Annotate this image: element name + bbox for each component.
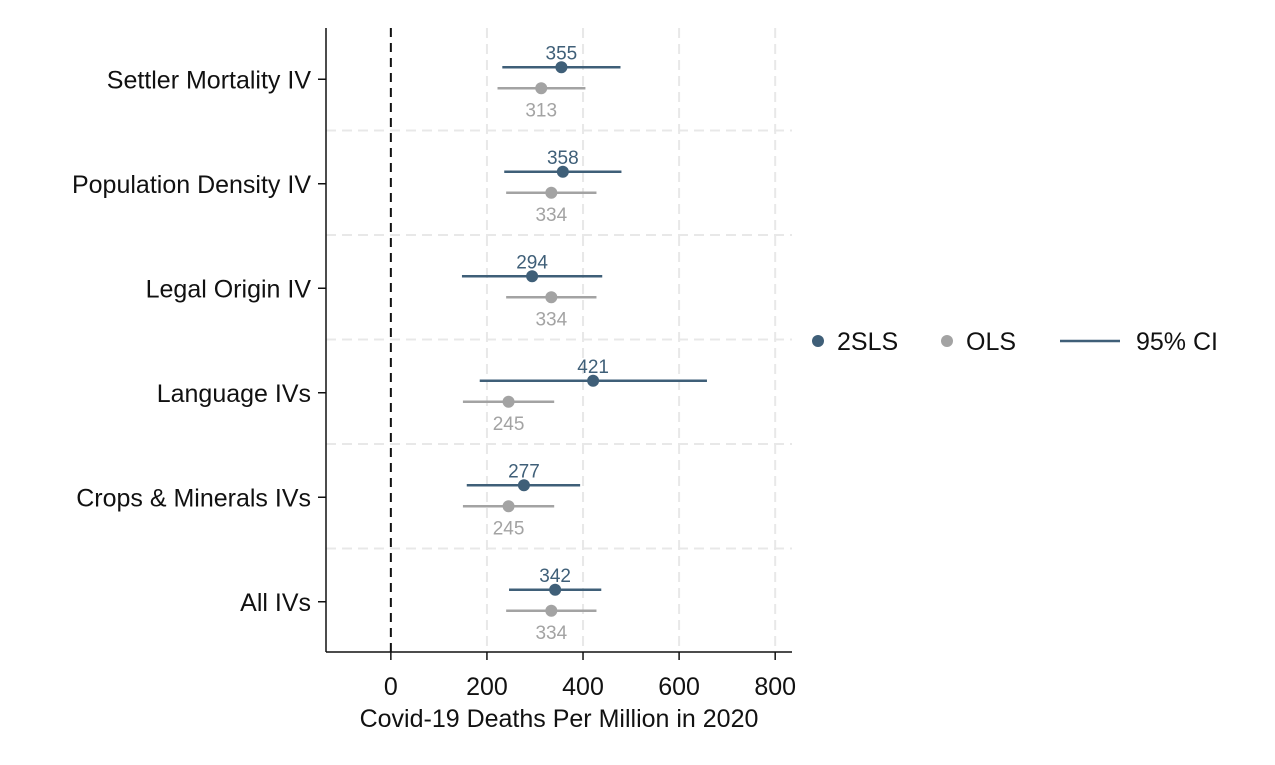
ols-point [545,291,558,304]
ols-point [502,395,515,408]
ols-point [535,82,548,95]
category-label: Population Density IV [72,171,311,199]
2sls-value-label: 294 [516,252,548,273]
2sls-point [556,165,569,178]
2sls-point [549,583,562,596]
category-label: Legal Origin IV [146,275,312,303]
grid-layer [326,28,792,652]
x-tick-label: 200 [466,673,508,701]
category-label: Language IVs [157,380,311,408]
mark-layer: 355 358 294 421 277 342 313 334 334 245 245 334 [461,43,707,644]
legend-ols-marker [941,335,953,347]
x-tick-label: 800 [754,673,796,701]
2sls-value-label: 277 [508,461,540,482]
ols-value-label: 334 [535,309,567,330]
category-label: All IVs [240,589,311,617]
legend-ci-label: 95% CI [1136,328,1218,356]
2sls-value-label: 358 [547,148,579,169]
x-tick-label: 0 [384,673,398,701]
category-label: Settler Mortality IV [107,66,312,94]
ols-value-label: 334 [535,205,567,226]
x-axis-title: Covid-19 Deaths Per Million in 2020 [360,705,759,733]
ols-point [545,604,558,617]
ols-value-label: 334 [535,623,567,644]
legend-ols-label: OLS [966,328,1016,356]
2sls-value-label: 342 [539,566,571,587]
2sls-point [526,270,539,283]
ols-point [545,186,558,199]
ols-value-label: 313 [525,100,557,121]
2sls-point [555,61,568,74]
legend: 2SLS OLS 95% CI [812,328,1218,356]
x-tick-label: 400 [562,673,604,701]
ols-point [502,500,515,513]
x-tick-label: 600 [658,673,700,701]
axis-layer: 0 200 400 600 800 Covid-19 Deaths Per Million… [72,28,796,733]
legend-2sls-marker [812,335,824,347]
ols-value-label: 245 [493,414,525,435]
2sls-value-label: 421 [577,357,609,378]
2sls-point [517,479,530,492]
category-label: Crops & Minerals IVs [76,484,311,512]
2sls-point [587,374,600,387]
legend-2sls-label: 2SLS [837,328,898,356]
ols-value-label: 245 [493,518,525,539]
2sls-value-label: 355 [546,43,578,64]
